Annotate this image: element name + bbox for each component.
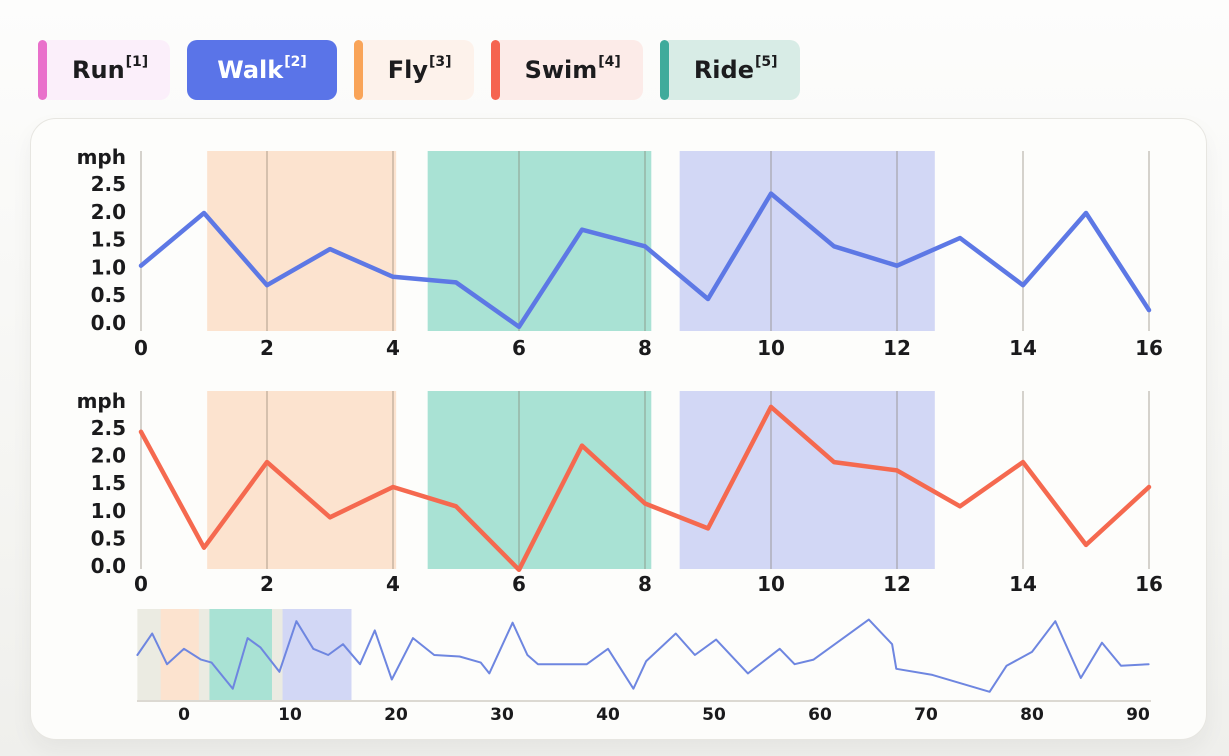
y-axis-unit-label: mph — [77, 389, 126, 413]
legend-chip-ride[interactable]: Ride[5] — [659, 40, 800, 100]
x-tick-label: 0 — [134, 572, 148, 596]
legend-label: Swim[4] — [524, 54, 621, 84]
y-tick-label: 2.0 — [91, 200, 126, 224]
legend-accent-bar — [490, 40, 500, 100]
charts-canvas: mph 2.5 2.0 1.5 1.0 0.5 0.0 0 2 4 6 8 10 12 14 16 mph 2.5… — [77, 145, 1163, 725]
legend-chip-walk[interactable]: Walk[2] — [187, 40, 337, 100]
x-tick-label: 60 — [808, 705, 832, 725]
y-tick-label: 0.5 — [91, 526, 126, 550]
series-line-overview — [136, 618, 1150, 693]
y-tick-label: 0.0 — [91, 554, 126, 578]
legend-chip-swim[interactable]: Swim[4] — [490, 40, 643, 100]
legend-label: Walk[2] — [217, 54, 307, 84]
y-tick-label: 1.5 — [91, 471, 126, 495]
y-tick-label: 1.0 — [91, 499, 126, 523]
legend-label: Run[1] — [72, 54, 149, 84]
series-line-walk — [138, 191, 1152, 330]
legend-sup: [4] — [598, 54, 621, 70]
y-tick-label: 2.5 — [91, 172, 126, 196]
y-tick-label: 0.0 — [91, 311, 126, 335]
x-tick-label: 8 — [638, 336, 652, 360]
x-tick-label: 8 — [638, 572, 652, 596]
highlight-band — [209, 609, 272, 701]
x-tick-label: 80 — [1020, 705, 1044, 725]
legend-chip-fly[interactable]: Fly[3] — [353, 40, 474, 100]
x-tick-label: 70 — [914, 705, 938, 725]
highlight-band — [207, 151, 397, 331]
x-tick-label: 40 — [596, 705, 620, 725]
y-tick-label: 2.5 — [91, 416, 126, 440]
legend-chip-run[interactable]: Run[1] — [38, 40, 171, 100]
highlight-band — [282, 609, 352, 701]
x-tick-label: 2 — [260, 572, 274, 596]
x-tick-label: 6 — [512, 572, 526, 596]
x-tick-label: 16 — [1135, 336, 1163, 360]
y-tick-label: 1.5 — [91, 228, 126, 252]
legend-accent-bar — [353, 40, 363, 100]
x-tick-label: 14 — [1009, 336, 1037, 360]
legend-label: Fly[3] — [387, 54, 452, 84]
x-tick-label: 10 — [278, 705, 302, 725]
x-tick-label: 2 — [260, 336, 274, 360]
x-tick-label: 30 — [490, 705, 514, 725]
highlight-band — [207, 391, 397, 569]
x-tick-label: 90 — [1126, 705, 1150, 725]
legend-sup: [2] — [284, 54, 307, 70]
x-tick-label: 50 — [702, 705, 726, 725]
highlight-band — [679, 391, 935, 569]
x-tick-label: 12 — [883, 336, 911, 360]
x-tick-label: 10 — [757, 572, 785, 596]
legend-row: Run[1] Walk[2] Fly[3] Swim[4] Ride[5] — [38, 40, 800, 100]
x-tick-label: 20 — [384, 705, 408, 725]
x-tick-label: 0 — [134, 336, 148, 360]
x-tick-label: 12 — [883, 572, 911, 596]
x-tick-label: 0 — [178, 705, 190, 725]
legend-label: Ride[5] — [693, 54, 778, 84]
x-tick-label: 16 — [1135, 572, 1163, 596]
x-tick-label: 14 — [1009, 572, 1037, 596]
highlight-band — [679, 151, 935, 331]
legend-sup: [1] — [125, 54, 149, 70]
legend-sup: [5] — [754, 54, 778, 70]
x-tick-label: 10 — [757, 336, 785, 360]
y-tick-label: 2.0 — [91, 444, 126, 468]
x-tick-label: 4 — [386, 336, 400, 360]
y-tick-label: 1.0 — [91, 255, 126, 279]
x-tick-label: 6 — [512, 336, 526, 360]
legend-accent-bar — [659, 40, 669, 100]
y-axis-unit-label: mph — [77, 145, 126, 169]
x-tick-label: 4 — [386, 572, 400, 596]
highlight-band — [427, 151, 652, 331]
legend-sup: [3] — [429, 54, 452, 70]
chart-card: mph 2.5 2.0 1.5 1.0 0.5 0.0 0 2 4 6 8 10 12 14 16 mph 2.5… — [30, 118, 1207, 740]
y-tick-label: 0.5 — [91, 283, 126, 307]
series-line-swim — [138, 404, 1152, 573]
highlight-band — [427, 391, 652, 569]
legend-accent-bar — [38, 40, 47, 100]
